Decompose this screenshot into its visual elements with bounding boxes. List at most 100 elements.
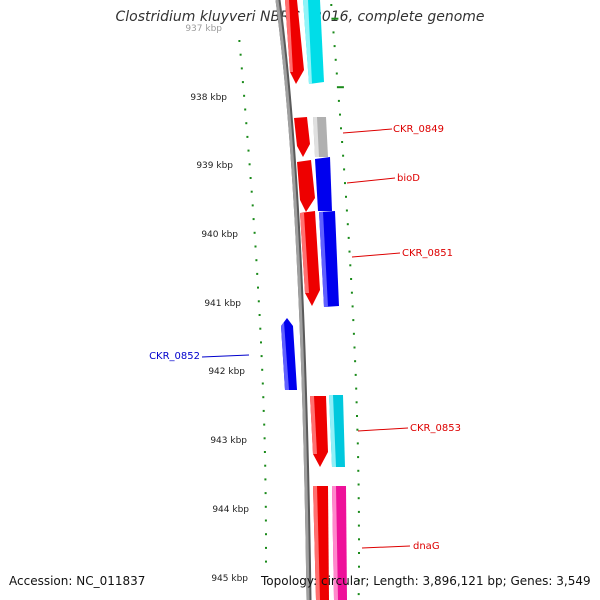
minor-tick <box>356 442 359 445</box>
minor-tick <box>253 231 256 234</box>
gene-CKR_0851-highlight <box>319 212 328 307</box>
minor-tick <box>355 401 358 404</box>
minor-tick <box>262 409 265 412</box>
topology-text: Topology: circular; Length: 3,896,121 bp… <box>261 574 591 588</box>
gene-callouts: CKR_0849 bioD CKR_0851 CKR_0852 CKR_0853… <box>149 124 461 552</box>
genome-title: Clostridium kluyveri NBRC 12016, complet… <box>115 9 485 25</box>
minor-tick <box>354 373 357 376</box>
minor-tick <box>337 99 340 102</box>
minor-tick <box>246 135 249 138</box>
minor-tick <box>356 415 358 417</box>
gene-red-forward-highlight <box>285 0 293 72</box>
accession-text: Accession: NC_011837 <box>9 574 146 588</box>
minor-tick <box>346 223 349 226</box>
minor-tick <box>265 546 267 549</box>
minor-tick <box>263 451 266 453</box>
kbp-label: 940 kbp <box>201 230 238 240</box>
gene-label-CKR_0849[interactable]: CKR_0849 <box>393 124 444 135</box>
minor-tick <box>358 565 360 568</box>
backbone-line <box>275 0 310 600</box>
minor-tick <box>264 464 267 467</box>
minor-tick <box>256 272 259 275</box>
kbp-label: 944 kbp <box>212 505 249 515</box>
callout-line-CKR_0849 <box>342 128 393 134</box>
gene-bioD <box>315 157 332 211</box>
minor-tick <box>264 492 267 495</box>
minor-tick <box>254 245 257 248</box>
callout-line-CKR_0853 <box>357 427 409 432</box>
minor-tick <box>353 346 356 349</box>
kbp-label: 939 kbp <box>196 161 233 171</box>
minor-tick <box>358 552 360 554</box>
tick-marks <box>238 4 360 596</box>
minor-tick <box>245 122 248 125</box>
minor-tick <box>263 423 266 426</box>
major-tick <box>331 17 339 20</box>
kbp-label: 938 kbp <box>190 93 227 103</box>
gene-label-CKR_0853[interactable]: CKR_0853 <box>410 423 461 434</box>
minor-tick <box>257 286 259 289</box>
minor-tick <box>262 396 265 399</box>
minor-tick <box>261 382 264 385</box>
minor-tick <box>352 332 355 335</box>
minor-tick <box>333 45 336 48</box>
gene-CKR_0849-highlight <box>313 117 319 157</box>
minor-tick <box>238 40 241 42</box>
gene-label-CKR_0852[interactable]: CKR_0852 <box>149 351 200 362</box>
minor-tick <box>260 355 263 358</box>
minor-tick <box>357 483 360 486</box>
minor-tick <box>265 533 267 536</box>
minor-tick <box>356 428 359 431</box>
minor-tick <box>264 478 267 481</box>
minor-tick <box>340 127 342 130</box>
kbp-label: 943 kbp <box>210 436 247 446</box>
minor-tick <box>251 204 254 207</box>
gene-label-bioD[interactable]: bioD <box>397 173 420 184</box>
minor-tick <box>250 190 253 193</box>
minor-tick <box>334 58 337 61</box>
gene-CKR_0852-highlight <box>281 322 289 390</box>
minor-tick <box>261 368 264 371</box>
gene-dnaG-neighbor-highlight <box>313 486 320 600</box>
callout-line-bioD <box>346 177 396 184</box>
kbp-label: 937 kbp <box>185 24 222 34</box>
minor-tick <box>354 360 357 363</box>
gene-CKR_0853-highlight <box>329 395 336 467</box>
minor-tick <box>259 327 262 330</box>
minor-tick <box>265 560 267 563</box>
minor-tick <box>240 67 243 70</box>
minor-tick <box>247 149 250 152</box>
minor-tick <box>332 31 335 34</box>
minor-tick <box>241 81 244 84</box>
kbp-label: 942 kbp <box>208 367 245 377</box>
minor-tick <box>248 163 251 166</box>
minor-tick <box>243 94 246 97</box>
gene-label-CKR_0851[interactable]: CKR_0851 <box>402 248 453 259</box>
gene-cyan-forward-highlight <box>303 0 312 84</box>
backbone-shadow <box>275 0 312 600</box>
minor-tick <box>357 524 360 527</box>
minor-tick <box>348 250 351 253</box>
minor-tick <box>357 469 360 472</box>
minor-tick <box>345 209 348 212</box>
minor-tick <box>355 387 358 390</box>
minor-tick <box>239 53 242 56</box>
minor-tick <box>349 264 352 267</box>
minor-tick <box>357 510 360 513</box>
minor-tick <box>341 141 344 143</box>
major-tick <box>336 86 344 89</box>
minor-tick <box>350 291 353 294</box>
gene-label-dnaG[interactable]: dnaG <box>413 541 440 552</box>
gene-dnaG-highlight <box>332 486 338 600</box>
minor-tick <box>252 218 255 221</box>
gene-features <box>281 0 347 600</box>
minor-tick <box>264 505 267 508</box>
minor-tick <box>335 72 338 75</box>
callout-line-CKR_0851 <box>351 252 401 258</box>
minor-tick <box>264 519 267 522</box>
minor-tick <box>257 300 260 303</box>
kbp-label: 945 kbp <box>211 574 248 584</box>
callout-line-CKR_0852 <box>201 354 250 358</box>
gene-CKR_0853-neighbor-highlight <box>310 396 317 454</box>
